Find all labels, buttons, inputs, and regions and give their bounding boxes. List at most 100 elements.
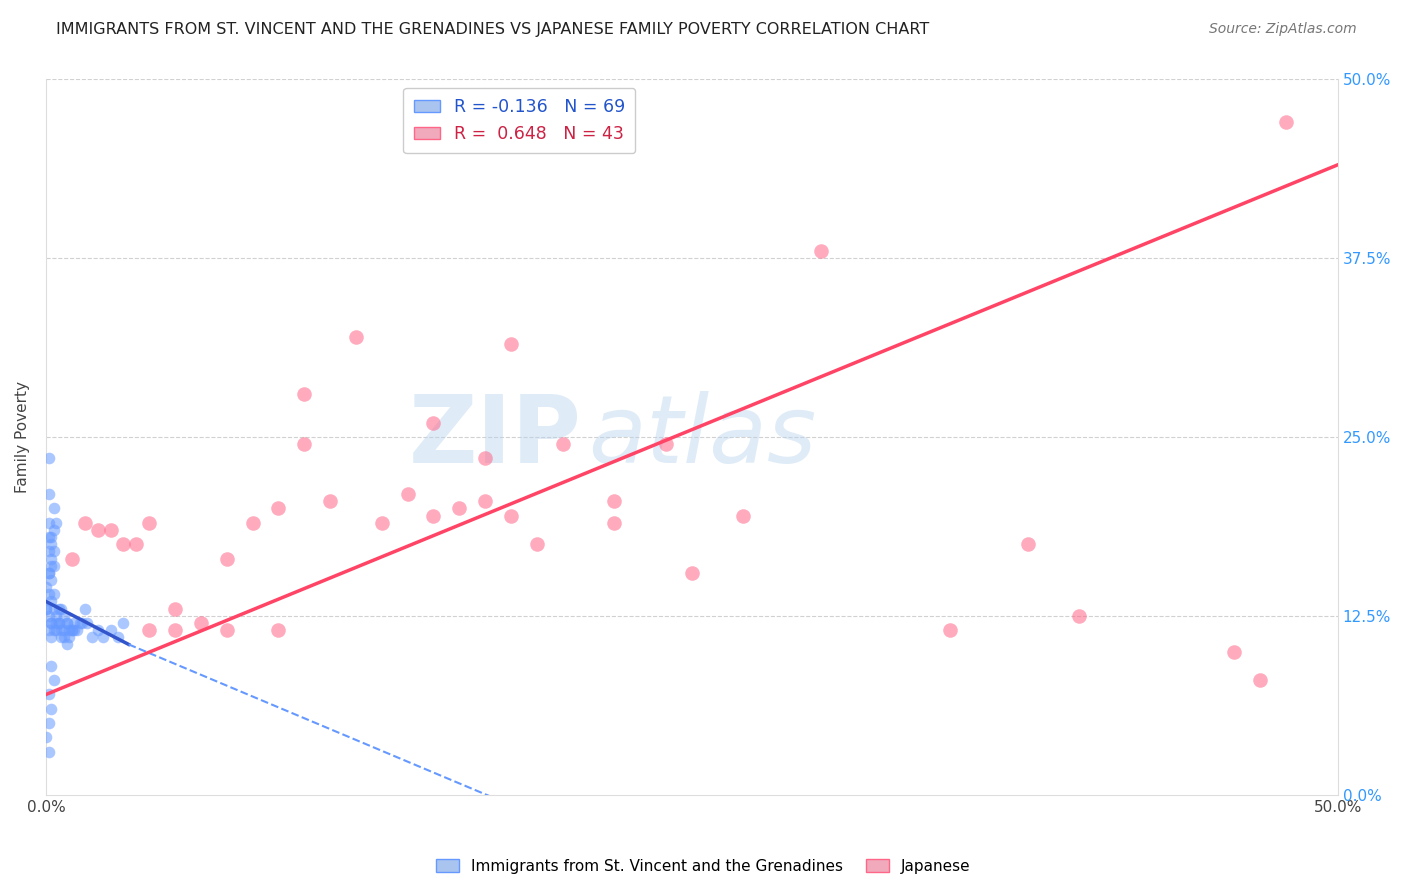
Point: [70, 615, 93, 630]
Point: [39, 537, 62, 551]
Point: [344, 329, 367, 343]
Point: [603, 516, 626, 530]
Point: [38, 487, 60, 501]
Text: ZIP: ZIP: [409, 391, 582, 483]
Point: [48, 615, 70, 630]
Point: [91, 630, 114, 644]
Point: [39, 594, 62, 608]
Point: [38, 516, 60, 530]
Point: [39, 658, 62, 673]
Point: [38, 716, 60, 731]
Point: [371, 516, 394, 530]
Point: [267, 623, 290, 637]
Point: [55, 615, 77, 630]
Point: [39, 630, 62, 644]
Point: [73, 601, 96, 615]
Point: [38, 451, 60, 466]
Point: [125, 537, 148, 551]
Point: [53, 630, 76, 644]
Point: [76, 615, 98, 630]
Point: [603, 494, 626, 508]
Point: [499, 508, 522, 523]
Point: [35, 580, 58, 594]
Point: [138, 623, 160, 637]
Point: [60, 623, 83, 637]
Point: [215, 551, 238, 566]
Point: [215, 623, 238, 637]
Point: [63, 615, 86, 630]
Point: [35, 601, 58, 615]
Point: [100, 523, 122, 537]
Point: [112, 537, 135, 551]
Point: [53, 608, 76, 623]
Point: [551, 437, 574, 451]
Point: [396, 487, 419, 501]
Point: [55, 637, 77, 651]
Point: [86, 523, 108, 537]
Point: [42, 673, 65, 688]
Point: [165, 601, 187, 615]
Point: [48, 615, 70, 630]
Point: [100, 623, 122, 637]
Point: [138, 516, 160, 530]
Point: [1275, 115, 1298, 129]
Point: [48, 601, 70, 615]
Point: [39, 615, 62, 630]
Point: [42, 587, 65, 601]
Point: [38, 608, 60, 623]
Point: [112, 615, 135, 630]
Point: [449, 501, 471, 516]
Point: [39, 573, 62, 587]
Point: [42, 601, 65, 615]
Legend: R = -0.136   N = 69, R =  0.648   N = 43: R = -0.136 N = 69, R = 0.648 N = 43: [404, 87, 636, 153]
Point: [422, 508, 444, 523]
Point: [58, 630, 80, 644]
Point: [53, 623, 76, 637]
Point: [939, 623, 962, 637]
Point: [60, 623, 83, 637]
Point: [681, 566, 703, 580]
Point: [499, 336, 522, 351]
Point: [38, 623, 60, 637]
Point: [38, 587, 60, 601]
Point: [63, 623, 86, 637]
Point: [1249, 673, 1271, 688]
Point: [45, 623, 67, 637]
Point: [38, 566, 60, 580]
Point: [45, 615, 67, 630]
Point: [474, 494, 496, 508]
Point: [38, 688, 60, 702]
Legend: Immigrants from St. Vincent and the Grenadines, Japanese: Immigrants from St. Vincent and the Gren…: [429, 853, 977, 880]
Point: [51, 630, 73, 644]
Point: [526, 537, 548, 551]
Point: [38, 530, 60, 544]
Text: Source: ZipAtlas.com: Source: ZipAtlas.com: [1209, 22, 1357, 37]
Point: [39, 551, 62, 566]
Point: [42, 544, 65, 558]
Y-axis label: Family Poverty: Family Poverty: [15, 381, 30, 493]
Point: [69, 615, 91, 630]
Point: [82, 630, 104, 644]
Point: [86, 623, 108, 637]
Point: [242, 516, 264, 530]
Point: [45, 608, 67, 623]
Point: [267, 501, 290, 516]
Point: [319, 494, 342, 508]
Point: [190, 615, 212, 630]
Point: [107, 630, 129, 644]
Point: [51, 623, 73, 637]
Point: [165, 623, 187, 637]
Text: atlas: atlas: [589, 392, 817, 483]
Point: [1069, 608, 1091, 623]
Point: [35, 601, 58, 615]
Point: [422, 416, 444, 430]
Point: [42, 558, 65, 573]
Point: [66, 623, 89, 637]
Point: [39, 615, 62, 630]
Point: [1017, 537, 1039, 551]
Point: [655, 437, 678, 451]
Point: [39, 702, 62, 716]
Point: [39, 530, 62, 544]
Point: [42, 523, 65, 537]
Point: [55, 615, 77, 630]
